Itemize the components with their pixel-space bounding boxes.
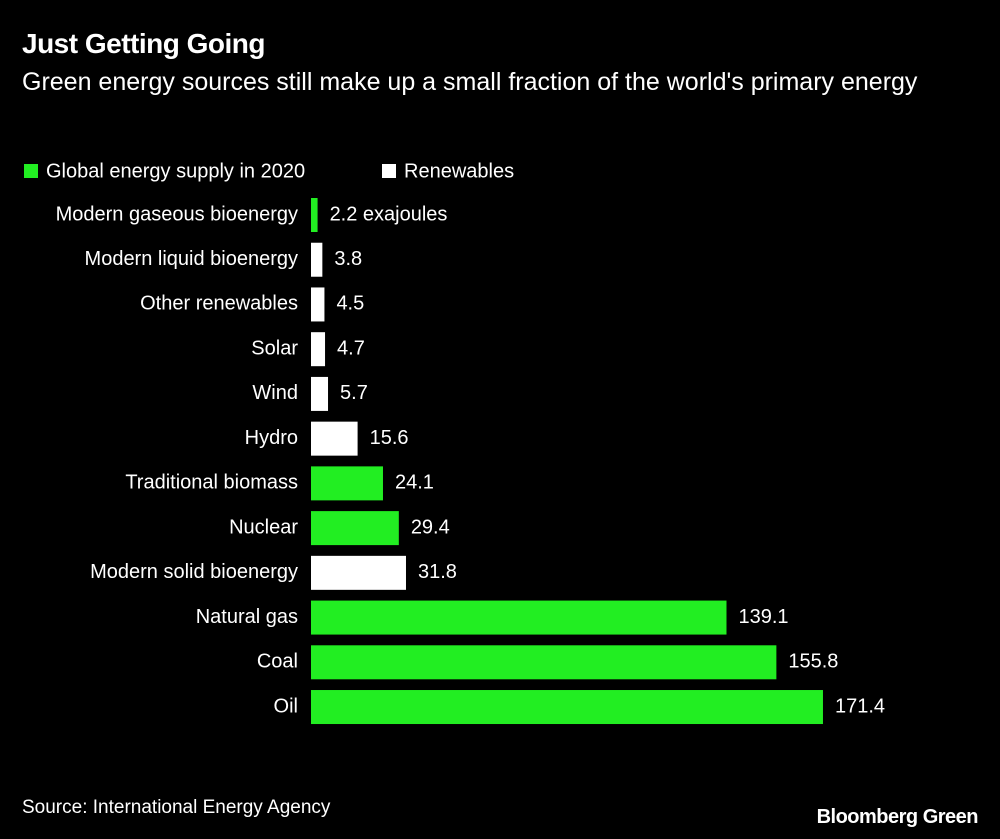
chart-title: Just Getting Going (22, 28, 266, 59)
bar (311, 555, 406, 590)
bar (311, 421, 358, 456)
value-label: 4.7 (337, 337, 365, 359)
bar (311, 511, 399, 546)
category-label: Modern liquid bioenergy (85, 248, 298, 270)
bar (311, 198, 318, 232)
value-label: 31.8 (418, 561, 457, 583)
bar (311, 332, 326, 367)
legend-label: Renewables (404, 160, 514, 182)
category-label: Traditional biomass (125, 472, 298, 494)
category-label: Hydro (245, 427, 298, 449)
bar (311, 645, 777, 680)
value-label: 155.8 (788, 651, 838, 673)
legend-swatch (382, 164, 396, 178)
category-label: Nuclear (229, 516, 298, 538)
chart-subtitle: Green energy sources still make up a sma… (22, 68, 918, 96)
legend-swatch (24, 164, 38, 178)
category-label: Wind (252, 382, 298, 404)
value-label: 2.2 exajoules (330, 203, 448, 225)
category-label: Oil (274, 695, 298, 717)
brand: Bloomberg Green (816, 806, 979, 828)
source: Source: International Energy Agency (22, 797, 331, 818)
value-label: 4.5 (336, 293, 364, 315)
value-label: 139.1 (738, 606, 788, 628)
category-label: Modern solid bioenergy (90, 561, 298, 583)
bar (311, 690, 823, 725)
value-label: 24.1 (395, 472, 434, 494)
category-label: Solar (251, 337, 298, 359)
category-label: Other renewables (140, 293, 298, 315)
category-label: Coal (257, 651, 298, 673)
bar (311, 600, 727, 635)
legend-label: Global energy supply in 2020 (46, 160, 305, 182)
value-label: 5.7 (340, 382, 368, 404)
value-label: 171.4 (835, 695, 885, 717)
value-label: 15.6 (370, 427, 409, 449)
bar (311, 466, 383, 501)
bar (311, 376, 329, 411)
category-label: Modern gaseous bioenergy (56, 203, 298, 225)
category-label: Natural gas (196, 606, 298, 628)
bar (311, 287, 325, 322)
value-label: 3.8 (334, 248, 362, 270)
bar (311, 242, 323, 277)
value-label: 29.4 (411, 516, 450, 538)
